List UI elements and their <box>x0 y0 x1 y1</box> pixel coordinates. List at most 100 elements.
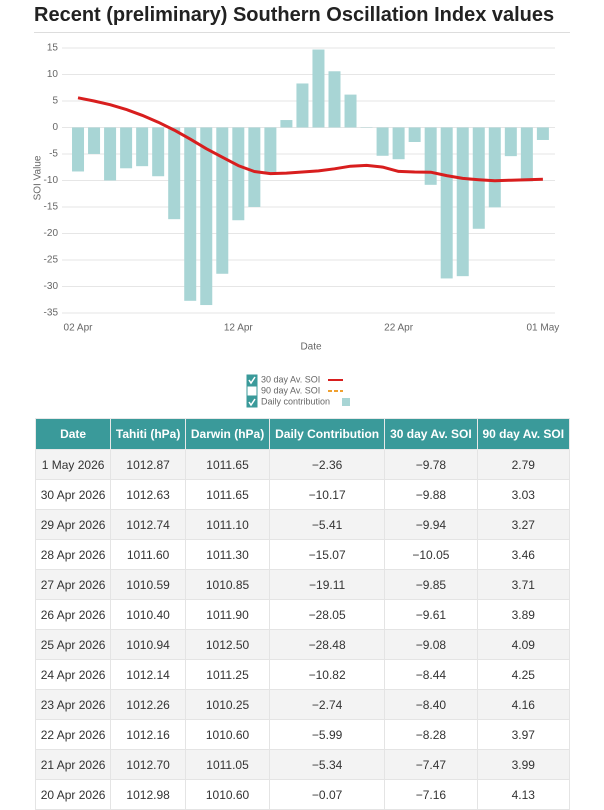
table-cell: 1011.65 <box>186 480 270 510</box>
table-cell: −7.47 <box>385 750 477 780</box>
table-cell: 1010.25 <box>186 690 270 720</box>
table-cell: −8.40 <box>385 690 477 720</box>
y-tick-label: -30 <box>44 281 59 292</box>
table-cell: 1012.87 <box>111 450 186 480</box>
table-cell: −5.34 <box>270 750 385 780</box>
x-tick-label: 12 Apr <box>224 323 254 334</box>
table-cell: −28.48 <box>270 630 385 660</box>
table-cell: 1011.60 <box>111 540 186 570</box>
table-cell: −0.07 <box>270 780 385 810</box>
table-cell: 1012.50 <box>186 630 270 660</box>
bar <box>537 127 549 140</box>
table-cell: −9.94 <box>385 510 477 540</box>
column-header: Darwin (hPa) <box>186 419 270 450</box>
y-tick-label: -35 <box>44 308 59 319</box>
table-cell: 21 Apr 2026 <box>36 750 111 780</box>
bar <box>168 127 180 219</box>
table-cell: 1012.63 <box>111 480 186 510</box>
table-cell: 3.03 <box>477 480 569 510</box>
legend-checkbox[interactable] <box>247 386 257 396</box>
column-header: Daily Contribution <box>270 419 385 450</box>
table-cell: −10.17 <box>270 480 385 510</box>
table-cell: 25 Apr 2026 <box>36 630 111 660</box>
table-cell: −2.36 <box>270 450 385 480</box>
table-cell: 1010.85 <box>186 570 270 600</box>
y-tick-label: 5 <box>52 96 58 107</box>
table-cell: −7.16 <box>385 780 477 810</box>
table-cell: −8.44 <box>385 660 477 690</box>
bar <box>505 127 517 156</box>
table-cell: −8.28 <box>385 720 477 750</box>
table-cell: 22 Apr 2026 <box>36 720 111 750</box>
table-cell: −9.85 <box>385 570 477 600</box>
bar <box>425 127 437 184</box>
table-cell: 1011.65 <box>186 450 270 480</box>
table-cell: 1010.60 <box>186 780 270 810</box>
table-cell: 1010.60 <box>186 720 270 750</box>
x-tick-label: 22 Apr <box>384 323 414 334</box>
table-cell: 1012.98 <box>111 780 186 810</box>
bar <box>521 127 533 181</box>
y-tick-label: -15 <box>44 202 59 213</box>
legend-checkbox[interactable] <box>247 375 257 385</box>
table-cell: 2.79 <box>477 450 569 480</box>
table-cell: −9.08 <box>385 630 477 660</box>
table-cell: 1011.10 <box>186 510 270 540</box>
bar <box>232 127 244 220</box>
column-header: Date <box>36 419 111 450</box>
table-cell: 1 May 2026 <box>36 450 111 480</box>
table-cell: 27 Apr 2026 <box>36 570 111 600</box>
table-cell: 1011.25 <box>186 660 270 690</box>
column-header: 90 day Av. SOI <box>477 419 569 450</box>
table-cell: 29 Apr 2026 <box>36 510 111 540</box>
y-tick-label: -10 <box>44 175 59 186</box>
y-tick-label: 0 <box>52 122 58 133</box>
column-header: 30 day Av. SOI <box>385 419 477 450</box>
table-cell: 3.99 <box>477 750 569 780</box>
y-tick-label: -5 <box>49 149 58 160</box>
table-cell: −9.88 <box>385 480 477 510</box>
x-axis-label: Date <box>300 342 322 353</box>
table-cell: −10.82 <box>270 660 385 690</box>
legend-label: Daily contribution <box>261 396 330 406</box>
bar <box>345 95 357 128</box>
legend-label: 90 day Av. SOI <box>261 385 320 395</box>
table-cell: 1010.59 <box>111 570 186 600</box>
table-cell: −15.07 <box>270 540 385 570</box>
bar <box>377 127 389 155</box>
table-cell: 3.46 <box>477 540 569 570</box>
table-cell: −5.99 <box>270 720 385 750</box>
table-cell: 1012.14 <box>111 660 186 690</box>
table-cell: −9.61 <box>385 600 477 630</box>
table-cell: 4.09 <box>477 630 569 660</box>
x-tick-label: 01 May <box>526 323 559 334</box>
legend-checkbox[interactable] <box>247 397 257 407</box>
bar <box>409 127 421 142</box>
table-cell: 24 Apr 2026 <box>36 660 111 690</box>
bar <box>441 127 453 278</box>
table-cell: 3.97 <box>477 720 569 750</box>
x-tick-label: 02 Apr <box>64 323 94 334</box>
table-cell: 1011.05 <box>186 750 270 780</box>
table-cell: −28.05 <box>270 600 385 630</box>
table-cell: 23 Apr 2026 <box>36 690 111 720</box>
table-cell: 1011.90 <box>186 600 270 630</box>
legend-label: 30 day Av. SOI <box>261 374 320 384</box>
y-tick-label: 15 <box>47 43 59 54</box>
table-cell: −5.41 <box>270 510 385 540</box>
